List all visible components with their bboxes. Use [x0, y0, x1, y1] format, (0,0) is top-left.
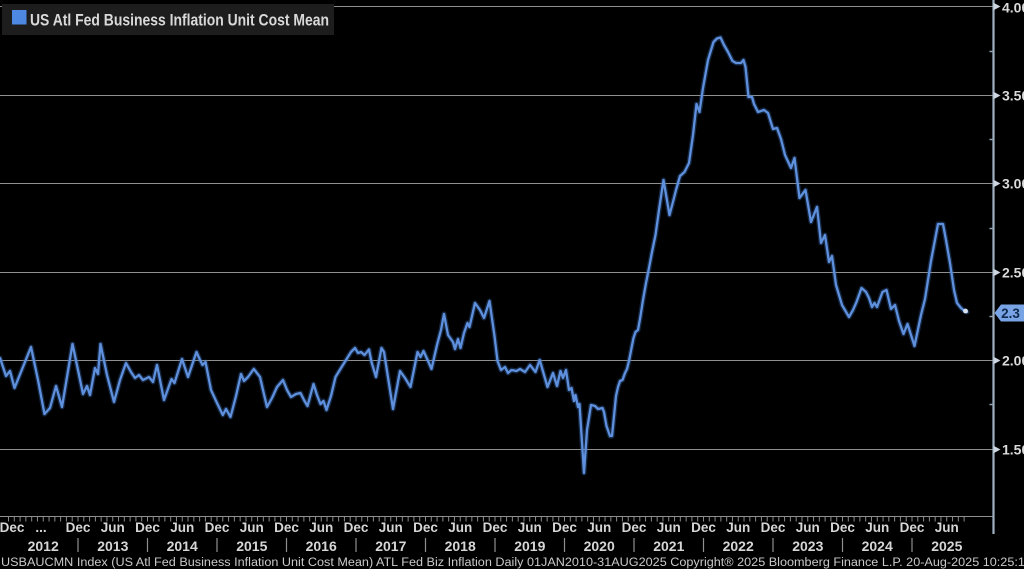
svg-text:Dec: Dec [483, 520, 508, 535]
svg-text:2021: 2021 [653, 538, 684, 554]
svg-text:Jun: Jun [170, 520, 194, 535]
svg-text:2025: 2025 [931, 538, 962, 554]
svg-text:2014: 2014 [167, 538, 198, 554]
svg-text:Jun: Jun [101, 520, 125, 535]
svg-text:Dec: Dec [761, 520, 786, 535]
svg-text:...: ... [35, 520, 46, 535]
svg-text:2019: 2019 [514, 538, 545, 554]
svg-text:2013: 2013 [97, 538, 128, 554]
svg-text:2017: 2017 [375, 538, 406, 554]
svg-text:2023: 2023 [792, 538, 823, 554]
svg-text:2022: 2022 [723, 538, 754, 554]
svg-text:Dec: Dec [274, 520, 299, 535]
svg-text:2012: 2012 [28, 538, 59, 554]
svg-text:Dec: Dec [552, 520, 577, 535]
svg-text:2024: 2024 [862, 538, 893, 554]
svg-text:Dec: Dec [135, 520, 160, 535]
svg-text:Dec: Dec [0, 520, 25, 535]
svg-text:Jun: Jun [448, 520, 472, 535]
svg-text:Dec: Dec [205, 520, 230, 535]
svg-text:Jun: Jun [865, 520, 889, 535]
svg-text:3.00: 3.00 [1002, 176, 1024, 192]
svg-text:3.50: 3.50 [1002, 88, 1024, 104]
svg-text:Jun: Jun [518, 520, 542, 535]
svg-text:2016: 2016 [306, 538, 337, 554]
svg-text:Jun: Jun [379, 520, 403, 535]
svg-text:4.00: 4.00 [1002, 0, 1024, 16]
svg-text:Jun: Jun [587, 520, 611, 535]
svg-text:US Atl Fed Business Inflation: US Atl Fed Business Inflation Unit Cost … [30, 12, 329, 30]
svg-text:Dec: Dec [413, 520, 438, 535]
svg-text:2.3: 2.3 [1001, 306, 1020, 321]
svg-text:1.50: 1.50 [1002, 442, 1024, 458]
svg-text:Dec: Dec [622, 520, 647, 535]
svg-text:2015: 2015 [236, 538, 267, 554]
svg-text:Dec: Dec [830, 520, 855, 535]
svg-text:2.50: 2.50 [1002, 265, 1024, 281]
svg-text:Dec: Dec [900, 520, 925, 535]
svg-text:Jun: Jun [657, 520, 681, 535]
svg-text:Dec: Dec [66, 520, 91, 535]
svg-text:Jun: Jun [726, 520, 750, 535]
svg-text:2020: 2020 [584, 538, 615, 554]
svg-text:Jun: Jun [935, 520, 959, 535]
svg-text:USBAUCMN Index (US Atl Fed Bus: USBAUCMN Index (US Atl Fed Business Infl… [1, 557, 1024, 569]
svg-text:Jun: Jun [309, 520, 333, 535]
svg-text:Jun: Jun [240, 520, 264, 535]
svg-text:Dec: Dec [691, 520, 716, 535]
svg-text:Dec: Dec [344, 520, 369, 535]
svg-text:Jun: Jun [796, 520, 820, 535]
svg-text:2.00: 2.00 [1002, 353, 1024, 369]
svg-text:2018: 2018 [445, 538, 476, 554]
